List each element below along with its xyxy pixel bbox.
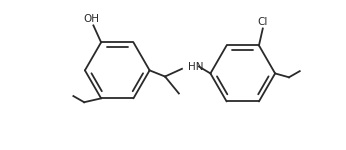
Text: OH: OH <box>83 14 99 24</box>
Text: HN: HN <box>188 61 203 72</box>
Text: Cl: Cl <box>258 17 268 27</box>
